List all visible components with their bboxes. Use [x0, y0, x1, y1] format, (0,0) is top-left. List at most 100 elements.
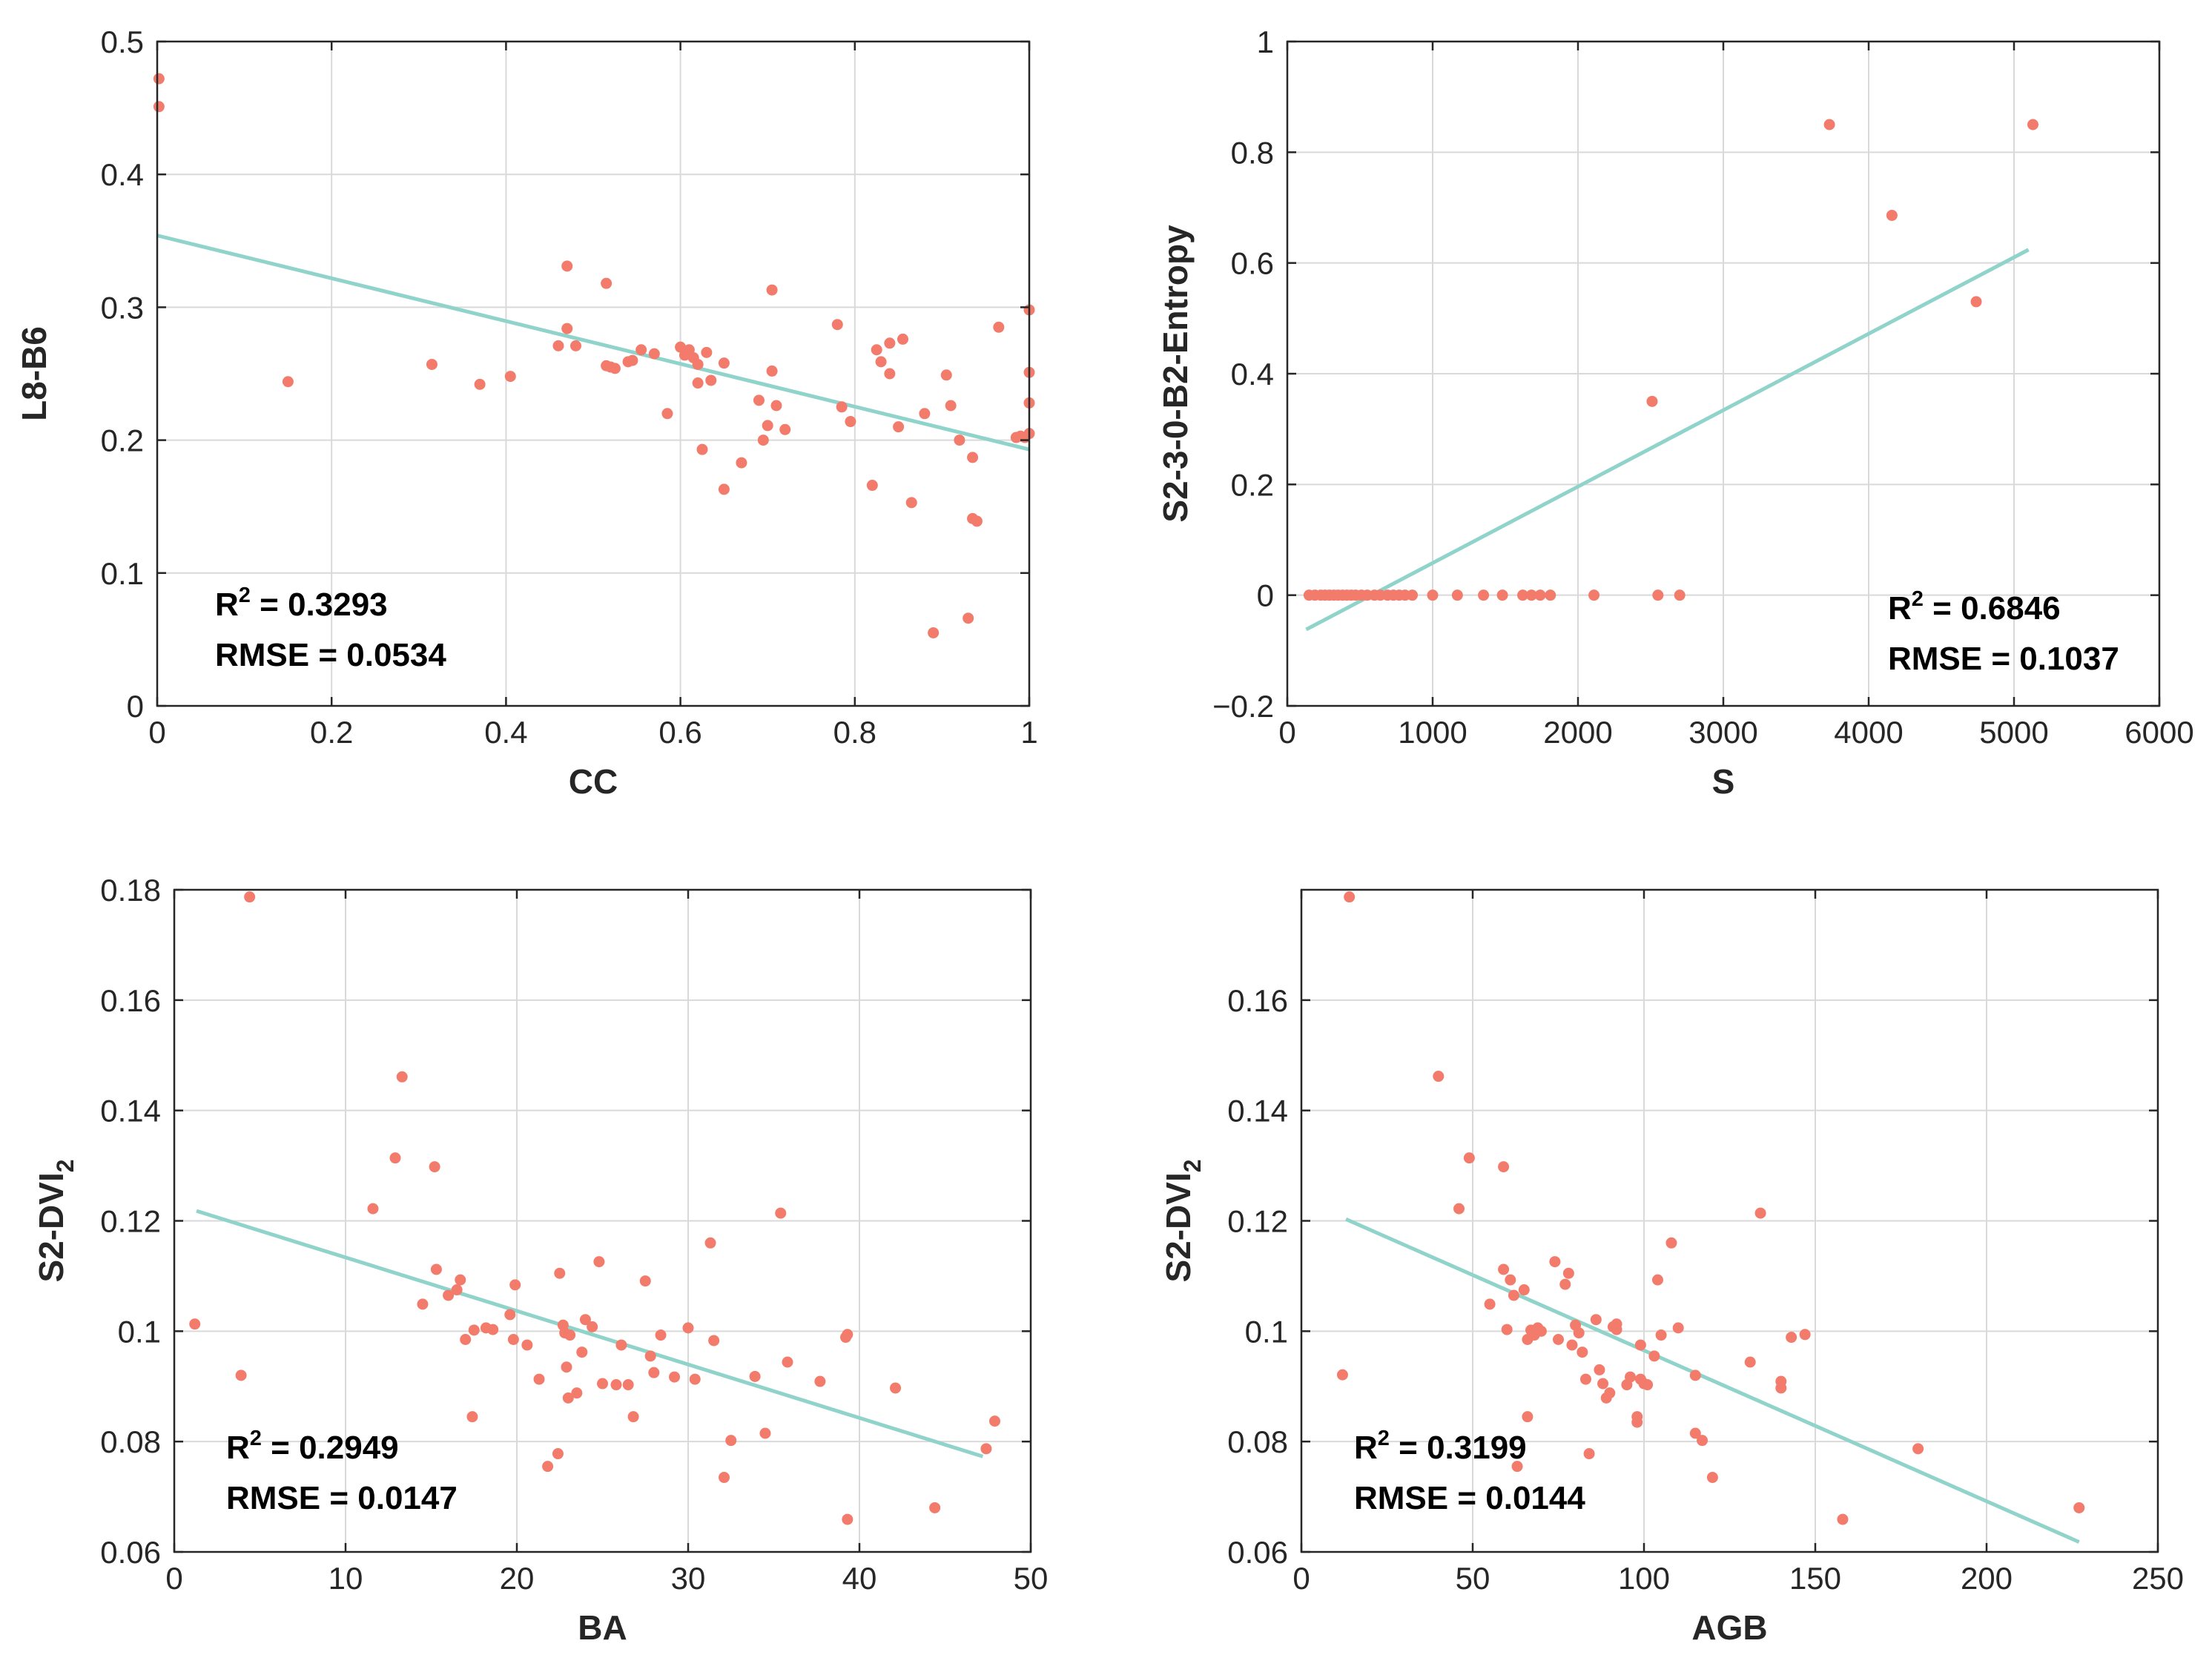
data-point	[1912, 1443, 1924, 1455]
x-tick-label: 1	[1020, 715, 1037, 750]
data-point	[1642, 1379, 1654, 1391]
x-tick-label: 200	[1961, 1561, 2013, 1596]
x-tick-label: 150	[1789, 1561, 1841, 1596]
x-axis-label: S	[1712, 762, 1735, 801]
data-point	[884, 337, 896, 349]
data-point	[1508, 1289, 1519, 1301]
data-point	[426, 358, 438, 370]
data-point	[669, 1371, 681, 1383]
data-point	[554, 1267, 566, 1279]
data-point	[282, 376, 294, 388]
y-tick-label: −0.2	[1212, 689, 1274, 724]
data-point	[1648, 1350, 1660, 1362]
x-tick-label: 40	[842, 1561, 877, 1596]
data-points	[189, 891, 1000, 1525]
data-point	[235, 1370, 247, 1381]
data-point	[451, 1284, 463, 1296]
data-point	[1501, 1324, 1513, 1335]
r2-value: = 0.6846	[1924, 590, 2061, 627]
data-point	[759, 1427, 771, 1439]
y-axis-label-main: S2-DVI	[32, 1172, 70, 1282]
data-point	[1634, 1339, 1646, 1351]
data-point	[1646, 395, 1658, 407]
data-points	[153, 73, 1035, 638]
data-point	[682, 1322, 694, 1334]
data-point	[954, 435, 965, 446]
data-point	[1453, 1203, 1465, 1215]
data-point	[884, 368, 896, 380]
data-point	[367, 1203, 379, 1215]
x-tick-label: 4000	[1834, 715, 1903, 750]
panel-s-vs-entropy: 0 1000 2000 3000 4000 5000 6000−0.200.20.40.60…	[1156, 24, 2194, 801]
regression-line	[1345, 1217, 2080, 1544]
fit-line	[156, 234, 1030, 452]
regression-line	[196, 1209, 984, 1458]
data-point	[753, 394, 765, 406]
data-point	[1549, 1256, 1561, 1268]
data-point	[597, 1378, 608, 1390]
data-point	[831, 319, 843, 331]
data-point	[648, 348, 660, 360]
data-point	[689, 1373, 701, 1385]
tick-labels: 0 1000 2000 3000 4000 5000 6000−0.200.20.40.60…	[1212, 24, 2194, 750]
data-point	[749, 1370, 761, 1382]
rmse-annotation: RMSE = 0.1037	[1888, 641, 2119, 677]
data-point	[627, 1411, 639, 1423]
data-point	[766, 365, 778, 377]
x-tick-label: 100	[1618, 1561, 1670, 1596]
data-point	[1407, 589, 1419, 601]
data-point	[1496, 589, 1508, 601]
data-point	[1498, 1161, 1510, 1173]
data-point	[1674, 589, 1686, 601]
data-point	[504, 371, 516, 383]
data-point	[890, 1382, 902, 1394]
data-point	[1594, 1364, 1605, 1375]
data-point	[1518, 1284, 1530, 1296]
data-point	[775, 1207, 787, 1219]
data-point	[766, 284, 778, 296]
data-point	[1886, 209, 1898, 221]
data-point	[696, 443, 708, 455]
data-point	[521, 1339, 533, 1351]
y-tick-label: 0.06	[1227, 1535, 1288, 1570]
y-axis-label-main: S2-DVI	[1159, 1172, 1198, 1282]
data-point	[2073, 1501, 2085, 1513]
data-point	[579, 1314, 591, 1326]
data-point	[430, 1263, 442, 1275]
y-tick-label: 0.1	[118, 1314, 161, 1349]
x-tick-label: 0	[148, 715, 165, 750]
data-point	[468, 1324, 480, 1336]
data-point	[443, 1289, 455, 1301]
data-point	[576, 1347, 588, 1358]
data-point	[1522, 1411, 1533, 1423]
data-point	[1511, 1461, 1523, 1473]
data-points	[1336, 891, 2085, 1525]
x-tick-label: 0.6	[658, 715, 701, 750]
data-point	[1837, 1513, 1849, 1525]
data-point	[1588, 589, 1600, 601]
data-point	[1651, 1274, 1663, 1286]
r2-value: = 0.2949	[262, 1430, 399, 1466]
data-point	[993, 321, 1005, 333]
data-point	[770, 400, 782, 412]
y-tick-label: 0.5	[101, 24, 144, 59]
x-tick-label: 250	[2132, 1561, 2184, 1596]
y-tick-label: 0.1	[1245, 1314, 1288, 1349]
data-point	[1344, 891, 1356, 903]
data-point	[429, 1161, 440, 1173]
data-point	[153, 101, 165, 113]
data-point	[509, 1279, 521, 1291]
data-point	[562, 1392, 574, 1404]
y-tick-label: 0.1	[101, 556, 144, 591]
y-tick-label: 0.6	[1231, 246, 1274, 281]
x-tick-label: 10	[329, 1561, 363, 1596]
data-point	[244, 891, 256, 903]
y-axis-label-subscript: 2	[52, 1159, 79, 1172]
axes-frame	[156, 40, 1031, 707]
r2-symbol: R	[1888, 590, 1912, 627]
r-squared-annotation: R2 = 0.6846	[1888, 587, 2061, 627]
data-point	[1689, 1370, 1701, 1381]
data-point	[757, 435, 769, 446]
y-tick-label: 0.14	[100, 1094, 161, 1129]
y-tick-label: 0.8	[1231, 135, 1274, 170]
